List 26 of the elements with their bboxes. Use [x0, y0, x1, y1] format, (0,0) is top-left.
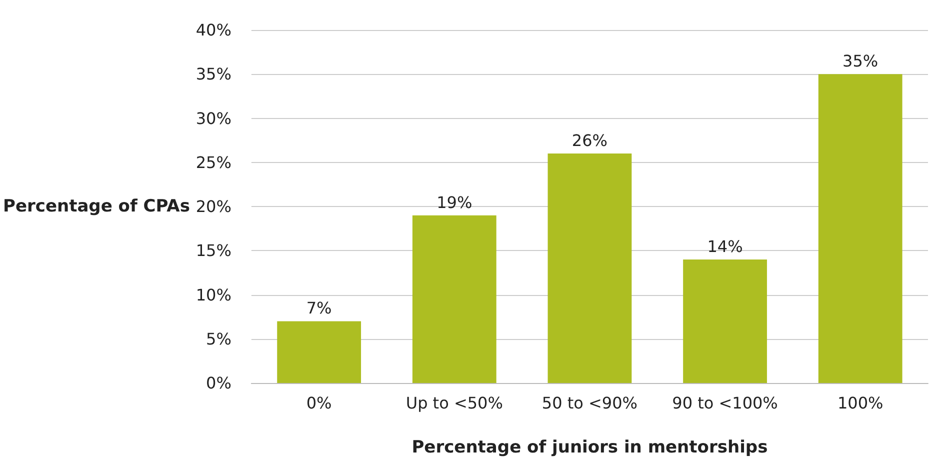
y-tick-label: 5% — [206, 329, 232, 348]
y-tick-label: 15% — [196, 241, 232, 260]
y-tick-label: 35% — [196, 64, 232, 84]
bar — [818, 74, 902, 383]
bar — [412, 215, 496, 383]
x-axis-title: Percentage of juniors in mentorships — [412, 438, 768, 458]
bar — [548, 154, 632, 383]
y-tick-label: 20% — [196, 197, 232, 216]
data-label: 14% — [707, 236, 743, 256]
x-tick-label: 0% — [306, 394, 332, 412]
y-tick-label: 40% — [196, 20, 232, 40]
y-axis-title: Percentage of CPAs — [2, 196, 190, 216]
y-tick-label: 0% — [206, 374, 232, 392]
x-tick-label: Up to <50% — [406, 394, 503, 412]
data-label: 19% — [436, 192, 472, 212]
bar — [277, 321, 362, 383]
y-tick-label: 25% — [196, 152, 232, 172]
data-label: 7% — [306, 298, 332, 318]
bar — [683, 259, 767, 383]
y-tick-label: 10% — [196, 285, 232, 304]
y-tick-label: 30% — [196, 108, 232, 128]
x-tick-label: 90 to <100% — [672, 394, 778, 412]
x-tick-label: 100% — [837, 394, 884, 412]
data-label: 26% — [572, 131, 608, 150]
data-label: 35% — [842, 52, 878, 71]
x-tick-label: 50 to <90% — [542, 394, 638, 412]
